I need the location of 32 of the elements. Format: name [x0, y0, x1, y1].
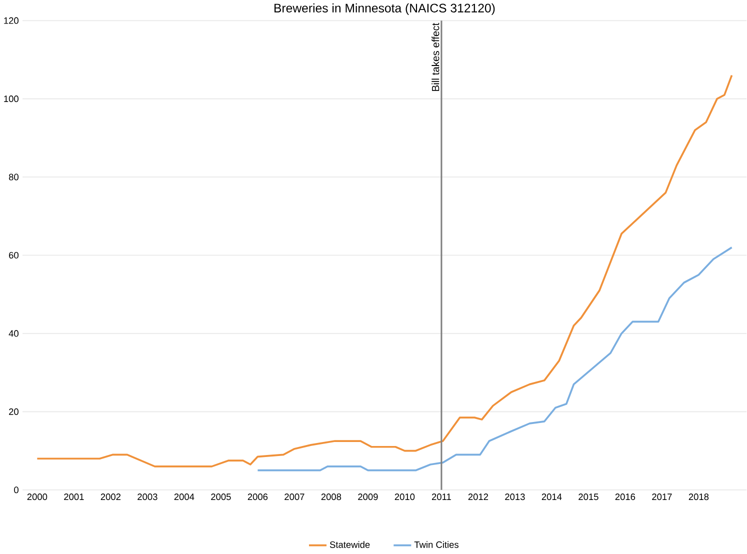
y-tick-label: 60: [9, 252, 18, 259]
x-tick-label: 2003: [138, 494, 158, 500]
x-tick-label: 2005: [211, 494, 231, 500]
legend-label: Statewide: [330, 541, 370, 548]
y-tick-label: 120: [4, 18, 18, 24]
y-tick-label: 80: [8, 174, 18, 181]
legend-label: Twin Cities: [414, 541, 458, 548]
x-tick-label: 2000: [27, 494, 48, 500]
y-tick-label: 0: [14, 486, 18, 494]
y-tick-label: 40: [8, 330, 18, 337]
x-tick-label: 2011: [432, 494, 451, 500]
line-series: [36, 74, 733, 468]
ref-line-label: Bill takes effect: [432, 23, 440, 92]
line-series: [256, 246, 733, 472]
x-tick-label: 2015: [578, 494, 598, 500]
x-tick-label: 2001: [64, 494, 84, 500]
y-tick-label: 20: [9, 408, 18, 416]
x-tick-label: 2002: [100, 494, 120, 500]
chart-title: Breweries in Minnesota (NAICS 312120): [274, 4, 495, 16]
y-tick-label: 100: [4, 96, 18, 102]
x-tick-label: 2012: [468, 494, 488, 500]
x-tick-label: 2006: [248, 494, 268, 500]
x-tick-label: 2009: [358, 494, 378, 500]
x-tick-label: 2014: [542, 494, 562, 500]
x-tick-label: 2007: [284, 494, 304, 500]
x-tick-label: 2013: [505, 494, 525, 500]
x-tick-label: 2010: [394, 494, 415, 500]
x-tick-label: 2018: [688, 494, 709, 500]
x-tick-label: 2017: [652, 494, 672, 500]
x-tick-label: 2016: [615, 494, 636, 500]
x-tick-label: 2004: [174, 494, 194, 500]
x-tick-label: 2008: [321, 494, 342, 500]
